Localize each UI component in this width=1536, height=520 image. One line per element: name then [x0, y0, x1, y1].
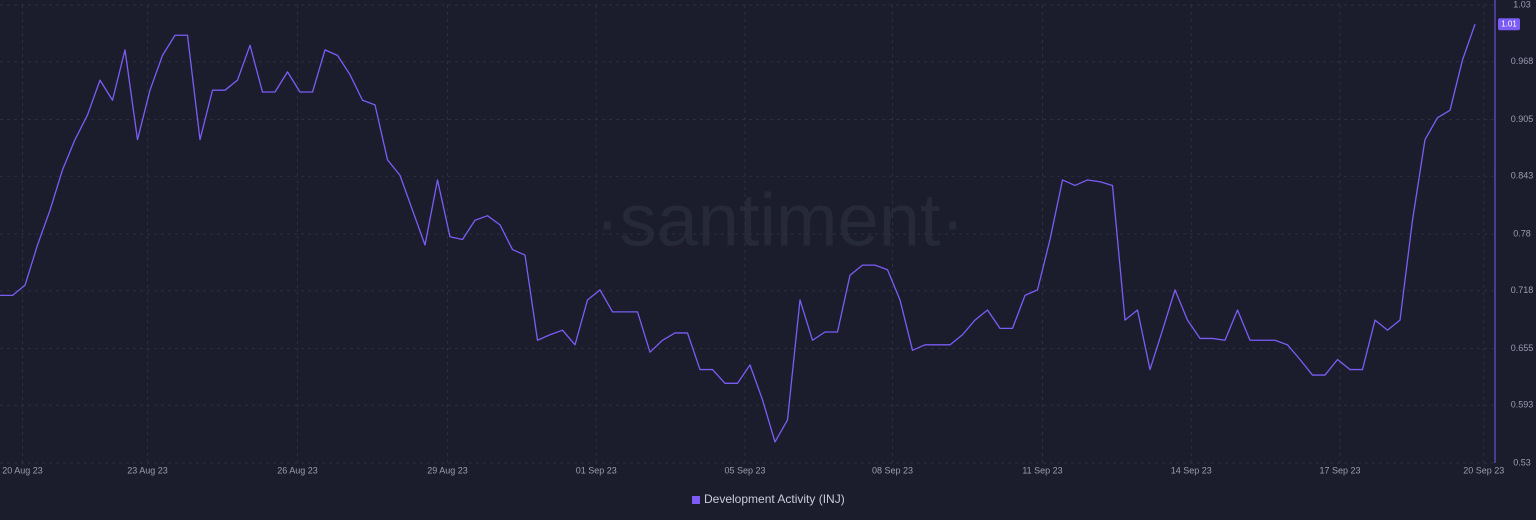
x-tick-label: 05 Sep 23	[724, 465, 765, 475]
last-value-label: 1.01	[1501, 19, 1517, 28]
x-tick-label: 23 Aug 23	[127, 465, 168, 475]
x-tick-label: 14 Sep 23	[1171, 465, 1212, 475]
y-tick-label: 0.968	[1511, 56, 1534, 66]
x-tick-label: 29 Aug 23	[427, 465, 468, 475]
y-tick-label: 0.53	[1513, 457, 1531, 467]
data-line	[0, 24, 1476, 443]
x-tick-label: 20 Sep 23	[1463, 465, 1504, 475]
legend-label: Development Activity (INJ)	[704, 492, 845, 506]
watermark: ·santiment·	[595, 179, 965, 262]
x-tick-label: 11 Sep 23	[1022, 465, 1062, 475]
x-tick-label: 08 Sep 23	[872, 465, 913, 475]
last-value-badge	[1498, 18, 1520, 31]
x-tick-label: 26 Aug 23	[277, 465, 318, 475]
y-tick-label: 0.843	[1511, 171, 1534, 181]
x-tick-label: 01 Sep 23	[576, 465, 617, 475]
y-tick-label: 1.03	[1513, 0, 1531, 9]
y-tick-label: 0.655	[1511, 343, 1534, 353]
y-tick-label: 0.905	[1511, 114, 1534, 124]
y-tick-label: 0.593	[1511, 400, 1534, 410]
x-tick-label: 20 Aug 23	[2, 465, 43, 475]
x-tick-label: 17 Sep 23	[1319, 465, 1360, 475]
legend-swatch	[692, 496, 700, 504]
y-tick-label: 0.718	[1511, 285, 1534, 295]
y-tick-label: 0.78	[1513, 228, 1531, 238]
